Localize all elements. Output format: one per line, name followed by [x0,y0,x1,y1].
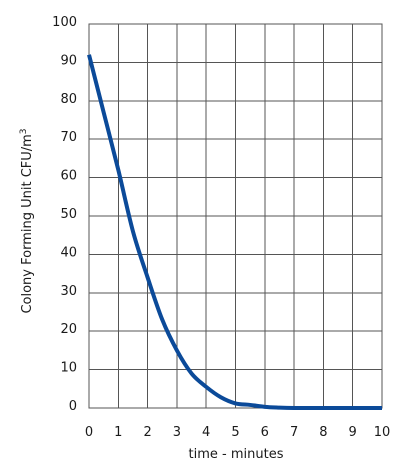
y-axis-title-text: Colony Forming Unit CFU/m [20,134,35,313]
y-tick-label-9: 90 [60,53,77,68]
y-tick-labels: 0 10 20 30 40 50 60 70 80 90 100 [52,15,77,414]
x-tick-labels: 0 1 2 3 4 5 6 7 8 9 10 [85,425,390,440]
x-tick-label-1: 1 [114,425,122,440]
y-tick-label-2: 20 [60,322,77,337]
y-tick-label-10: 100 [52,15,77,30]
x-tick-label-6: 6 [261,425,269,440]
x-tick-label-4: 4 [202,425,210,440]
y-tick-label-1: 10 [60,361,77,376]
y-tick-label-4: 40 [60,245,77,260]
x-tick-label-8: 8 [319,425,327,440]
x-tick-label-9: 9 [349,425,357,440]
plot-frame [88,23,383,409]
y-tick-label-5: 50 [60,207,77,222]
series-layer [87,54,382,411]
y-tick-label-3: 30 [60,284,77,299]
y-axis-title: Colony Forming Unit CFU/m3 [19,128,35,313]
x-tick-label-0: 0 [85,425,93,440]
y-tick-label-6: 60 [60,169,77,184]
y-axis-title-superscript: 3 [19,128,29,134]
x-tick-label-2: 2 [143,425,151,440]
y-tick-label-7: 70 [60,130,77,145]
x-tick-label-7: 7 [290,425,298,440]
x-tick-label-10: 10 [374,425,391,440]
x-tick-label-5: 5 [231,425,239,440]
series-line-0 [87,54,382,411]
grid [88,23,383,409]
y-tick-label-0: 0 [69,399,77,414]
x-tick-label-3: 3 [173,425,181,440]
y-tick-label-8: 80 [60,92,77,107]
x-axis-title: time - minutes [189,447,284,462]
